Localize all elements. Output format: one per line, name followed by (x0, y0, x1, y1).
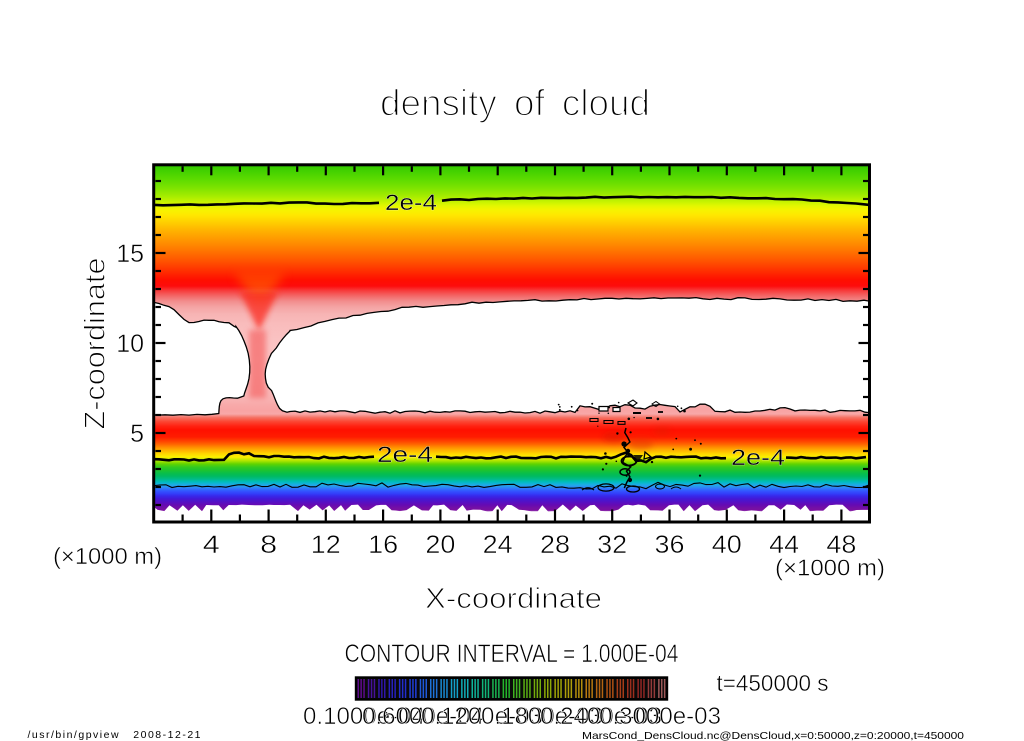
svg-text:Z-coordinate: Z-coordinate (80, 258, 112, 430)
svg-text:4: 4 (203, 531, 220, 559)
svg-text:0.3000e-03: 0.3000e-03 (599, 703, 721, 730)
svg-text:12: 12 (311, 531, 341, 559)
svg-text:MarsCond_DensCloud.nc@DensClou: MarsCond_DensCloud.nc@DensCloud,x=0:5000… (582, 730, 964, 741)
svg-text:8: 8 (260, 531, 277, 559)
svg-text:/usr/bin/gpview 2008-12-21: /usr/bin/gpview 2008-12-21 (28, 729, 201, 741)
svg-text:density of cloud: density of cloud (380, 83, 650, 124)
svg-text:5: 5 (130, 420, 144, 448)
svg-text:32: 32 (597, 531, 627, 559)
svg-text:2e-4: 2e-4 (385, 190, 437, 215)
svg-text:0.6000e-04: 0.6000e-04 (362, 703, 484, 730)
svg-text:(×1000 m): (×1000 m) (775, 555, 885, 581)
svg-text:0.1200e-03: 0.1200e-03 (421, 703, 543, 730)
svg-text:10: 10 (116, 330, 144, 358)
svg-text:48: 48 (826, 531, 856, 559)
svg-text:0.2400e-03: 0.2400e-03 (540, 703, 662, 730)
svg-text:16: 16 (368, 531, 398, 559)
svg-text:24: 24 (483, 531, 513, 559)
svg-text:(×1000 m): (×1000 m) (53, 543, 162, 569)
svg-text:X-coordinate: X-coordinate (425, 583, 602, 615)
svg-text:2e-4: 2e-4 (731, 445, 785, 470)
svg-text:44: 44 (769, 531, 799, 559)
svg-text:0.1800e-03: 0.1800e-03 (481, 703, 603, 730)
svg-text:t=450000 s: t=450000 s (717, 670, 829, 696)
svg-text:20: 20 (425, 531, 455, 559)
svg-text:CONTOUR INTERVAL = 1.000E-04: CONTOUR INTERVAL = 1.000E-04 (345, 640, 679, 668)
svg-text:36: 36 (655, 531, 685, 559)
svg-text:2e-4: 2e-4 (377, 442, 433, 467)
svg-text:40: 40 (712, 531, 742, 559)
svg-text:15: 15 (116, 240, 144, 268)
svg-text:0.1000e-04: 0.1000e-04 (303, 703, 425, 730)
svg-text:28: 28 (540, 531, 570, 559)
